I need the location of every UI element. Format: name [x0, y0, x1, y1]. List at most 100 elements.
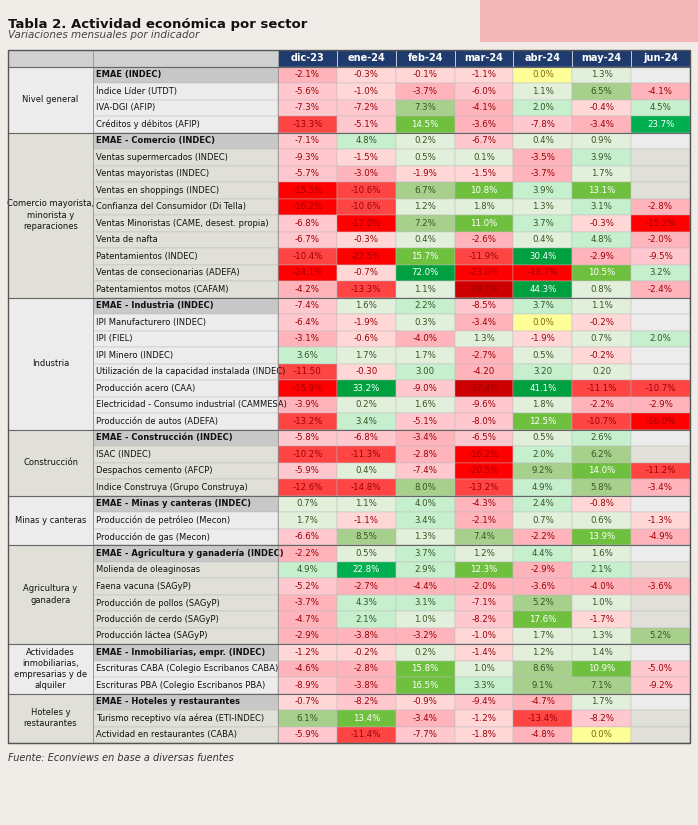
Bar [631, 133, 690, 149]
Bar [93, 463, 278, 479]
Text: -2.6%: -2.6% [472, 235, 496, 244]
Text: 4.5%: 4.5% [650, 103, 671, 112]
Text: 3.4%: 3.4% [414, 516, 436, 525]
Bar [514, 677, 572, 694]
Bar [8, 67, 93, 133]
Text: 1.2%: 1.2% [414, 202, 436, 211]
Text: -5.1%: -5.1% [413, 417, 438, 426]
Text: -8.5%: -8.5% [472, 301, 496, 310]
Bar [631, 50, 690, 67]
Text: -2.9%: -2.9% [589, 252, 614, 261]
Text: 0.20: 0.20 [592, 367, 611, 376]
Bar [278, 694, 337, 710]
Text: ISAC (INDEC): ISAC (INDEC) [96, 450, 151, 459]
Text: 2.6%: 2.6% [591, 433, 613, 442]
Text: 5.8%: 5.8% [591, 483, 613, 492]
Bar [631, 331, 690, 347]
Bar [93, 496, 278, 512]
Bar [631, 694, 690, 710]
Text: -3.7%: -3.7% [295, 598, 320, 607]
Bar [93, 694, 278, 710]
Text: Créditos y débitos (AFIP): Créditos y débitos (AFIP) [96, 120, 200, 129]
Text: 1.0%: 1.0% [414, 615, 436, 624]
Text: 3.2%: 3.2% [650, 268, 671, 277]
Text: -0.7%: -0.7% [354, 268, 379, 277]
Text: -5.8%: -5.8% [295, 433, 320, 442]
Bar [278, 298, 337, 314]
Bar [514, 595, 572, 611]
Text: 11.0%: 11.0% [470, 219, 498, 228]
Text: -0.30: -0.30 [355, 367, 378, 376]
Bar [631, 562, 690, 578]
Text: may-24: may-24 [581, 54, 622, 64]
Bar [514, 529, 572, 545]
Bar [93, 380, 278, 397]
Text: -4.9%: -4.9% [648, 532, 673, 541]
Text: -5.7%: -5.7% [295, 169, 320, 178]
Bar [337, 545, 396, 562]
Text: -4.0%: -4.0% [413, 334, 438, 343]
Bar [514, 661, 572, 677]
Text: -9.6%: -9.6% [472, 400, 496, 409]
Bar [337, 661, 396, 677]
Text: -28.1%: -28.1% [469, 285, 499, 294]
Text: 1.3%: 1.3% [473, 334, 495, 343]
Bar [514, 496, 572, 512]
Text: 14.5%: 14.5% [411, 120, 439, 129]
Bar [572, 727, 631, 743]
Text: -2.9%: -2.9% [295, 631, 320, 640]
Bar [278, 50, 337, 67]
Bar [572, 215, 631, 232]
Bar [93, 479, 278, 496]
Bar [396, 562, 454, 578]
Text: 1.8%: 1.8% [473, 202, 495, 211]
Bar [480, 0, 698, 42]
Text: -3.6%: -3.6% [472, 120, 496, 129]
Text: -2.2%: -2.2% [589, 400, 614, 409]
Text: 0.5%: 0.5% [414, 153, 436, 162]
Text: -9.3%: -9.3% [295, 153, 320, 162]
Text: -2.8%: -2.8% [648, 202, 673, 211]
Text: -4.6%: -4.6% [295, 664, 320, 673]
Text: Fuente: Econviews en base a diversas fuentes: Fuente: Econviews en base a diversas fue… [8, 753, 234, 763]
Text: 3.9%: 3.9% [591, 153, 613, 162]
Text: 13.9%: 13.9% [588, 532, 616, 541]
Text: 2.1%: 2.1% [355, 615, 377, 624]
Text: 1.0%: 1.0% [473, 664, 495, 673]
Bar [514, 479, 572, 496]
Text: Indice Construya (Grupo Construya): Indice Construya (Grupo Construya) [96, 483, 248, 492]
Text: -1.8%: -1.8% [472, 730, 496, 739]
Text: 1.6%: 1.6% [355, 301, 377, 310]
Bar [396, 50, 454, 67]
Bar [93, 512, 278, 529]
Text: 1.7%: 1.7% [591, 697, 613, 706]
Bar [631, 710, 690, 727]
Bar [631, 529, 690, 545]
Text: 0.2%: 0.2% [414, 136, 436, 145]
Text: Escrituras PBA (Colegio Escribanos PBA): Escrituras PBA (Colegio Escribanos PBA) [96, 681, 265, 690]
Text: Industria: Industria [32, 359, 69, 368]
Text: Despachos cemento (AFCP): Despachos cemento (AFCP) [96, 466, 212, 475]
Text: Comercio mayorista,
minorista y
reparaciones: Comercio mayorista, minorista y reparaci… [7, 200, 94, 231]
Text: IVA-DGI (AFIP): IVA-DGI (AFIP) [96, 103, 155, 112]
Bar [278, 83, 337, 100]
Bar [454, 529, 514, 545]
Text: 3.4%: 3.4% [355, 417, 377, 426]
Text: 1.3%: 1.3% [591, 70, 613, 79]
Bar [631, 298, 690, 314]
Bar [278, 479, 337, 496]
Text: Turismo receptivo vía aérea (ETI-INDEC): Turismo receptivo vía aérea (ETI-INDEC) [96, 714, 264, 723]
Text: 10.9%: 10.9% [588, 664, 616, 673]
Text: -0.4%: -0.4% [589, 103, 614, 112]
Bar [514, 446, 572, 463]
Text: 2.0%: 2.0% [532, 103, 554, 112]
Text: -6.6%: -6.6% [295, 532, 320, 541]
Text: -7.3%: -7.3% [295, 103, 320, 112]
Bar [631, 578, 690, 595]
Bar [93, 248, 278, 265]
Bar [278, 265, 337, 281]
Bar [572, 298, 631, 314]
Bar [454, 727, 514, 743]
Bar [93, 397, 278, 413]
Text: Variaciones mensuales por indicador: Variaciones mensuales por indicador [8, 30, 199, 40]
